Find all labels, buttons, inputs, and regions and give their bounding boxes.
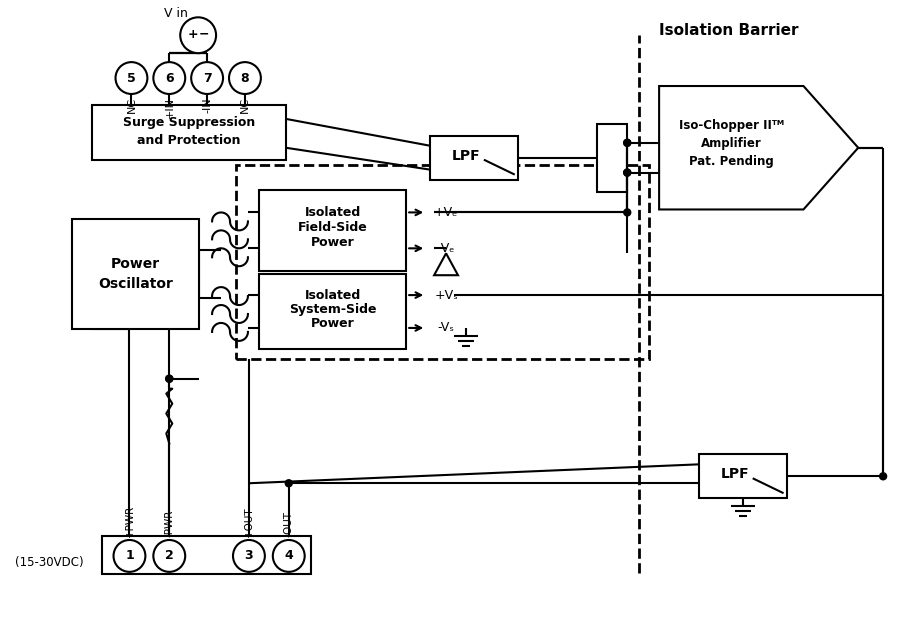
Text: +: + bbox=[188, 28, 198, 41]
Circle shape bbox=[166, 376, 172, 382]
Text: -IN: -IN bbox=[202, 97, 212, 113]
Text: -Vₛ: -Vₛ bbox=[437, 321, 455, 335]
Text: 8: 8 bbox=[240, 72, 249, 84]
FancyBboxPatch shape bbox=[92, 105, 286, 160]
Text: Surge Suppression: Surge Suppression bbox=[123, 116, 255, 129]
Text: 4: 4 bbox=[284, 549, 293, 562]
Text: +PWR: +PWR bbox=[125, 504, 135, 537]
Text: NC: NC bbox=[127, 97, 137, 113]
Text: Power: Power bbox=[311, 236, 355, 249]
Text: -OUT: -OUT bbox=[283, 511, 293, 537]
Text: (15-30VDC): (15-30VDC) bbox=[15, 557, 83, 569]
Text: +OUT: +OUT bbox=[244, 506, 254, 537]
Text: +Vₑ: +Vₑ bbox=[434, 206, 458, 219]
Circle shape bbox=[229, 62, 260, 94]
Text: +Vₛ: +Vₛ bbox=[434, 289, 458, 301]
Circle shape bbox=[191, 62, 223, 94]
Text: and Protection: and Protection bbox=[137, 134, 240, 147]
FancyBboxPatch shape bbox=[72, 220, 199, 329]
Polygon shape bbox=[434, 253, 458, 276]
Text: 7: 7 bbox=[203, 72, 212, 84]
Text: Field-Side: Field-Side bbox=[298, 221, 368, 234]
Circle shape bbox=[879, 473, 887, 480]
Circle shape bbox=[624, 139, 631, 147]
Text: Amplifier: Amplifier bbox=[701, 137, 762, 150]
FancyBboxPatch shape bbox=[102, 536, 311, 574]
Text: V in: V in bbox=[164, 7, 188, 20]
FancyBboxPatch shape bbox=[699, 454, 787, 498]
Circle shape bbox=[181, 18, 216, 53]
Circle shape bbox=[114, 540, 146, 572]
Text: -Vₑ: -Vₑ bbox=[437, 242, 455, 255]
Text: 6: 6 bbox=[165, 72, 173, 84]
FancyBboxPatch shape bbox=[259, 274, 406, 349]
Text: +IN: +IN bbox=[164, 97, 174, 118]
Circle shape bbox=[624, 209, 631, 216]
Text: Oscillator: Oscillator bbox=[98, 277, 173, 291]
Text: Power: Power bbox=[311, 317, 355, 330]
Text: Isolation Barrier: Isolation Barrier bbox=[659, 23, 799, 38]
Circle shape bbox=[285, 480, 293, 487]
Polygon shape bbox=[659, 86, 858, 209]
Text: 2: 2 bbox=[165, 549, 173, 562]
Circle shape bbox=[116, 62, 148, 94]
Text: LPF: LPF bbox=[452, 148, 481, 163]
Text: 5: 5 bbox=[127, 72, 136, 84]
Text: 1: 1 bbox=[125, 549, 134, 562]
Text: LPF: LPF bbox=[721, 467, 749, 481]
Circle shape bbox=[624, 169, 631, 176]
FancyBboxPatch shape bbox=[259, 189, 406, 271]
Circle shape bbox=[153, 62, 185, 94]
Circle shape bbox=[233, 540, 265, 572]
FancyBboxPatch shape bbox=[597, 124, 627, 192]
FancyBboxPatch shape bbox=[430, 136, 518, 180]
Circle shape bbox=[153, 540, 185, 572]
Text: System-Side: System-Side bbox=[289, 303, 376, 316]
Circle shape bbox=[273, 540, 304, 572]
Text: Isolated: Isolated bbox=[304, 206, 360, 219]
Text: Iso-Chopper IIᵀᴹ: Iso-Chopper IIᵀᴹ bbox=[679, 120, 784, 132]
Circle shape bbox=[624, 169, 631, 176]
Circle shape bbox=[166, 376, 172, 382]
Text: Pat. Pending: Pat. Pending bbox=[689, 155, 774, 168]
Text: −: − bbox=[199, 28, 209, 41]
Circle shape bbox=[624, 139, 631, 147]
Text: Power: Power bbox=[111, 257, 160, 271]
Text: 3: 3 bbox=[245, 549, 253, 562]
Text: -PWR: -PWR bbox=[164, 509, 174, 537]
Text: Isolated: Isolated bbox=[304, 289, 360, 302]
Text: NC: NC bbox=[240, 97, 250, 113]
